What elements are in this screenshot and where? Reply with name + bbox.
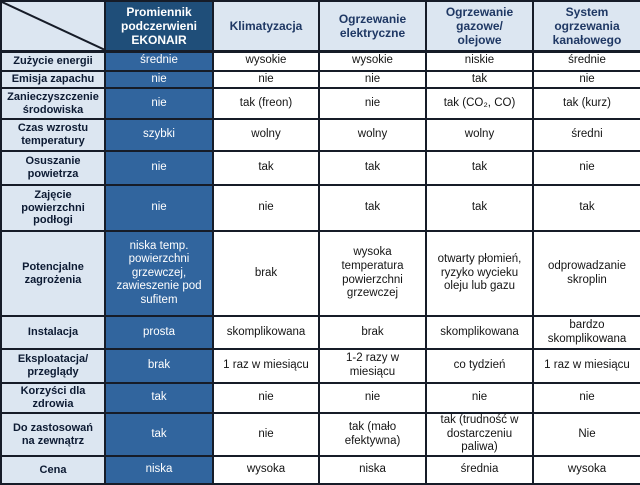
cell-value: tak — [318, 150, 427, 186]
cell-value: nie — [104, 150, 214, 186]
cell-value: co tydzień — [425, 348, 534, 384]
table-row: Emisja zapachu nie nie nie tak nie — [0, 70, 640, 89]
cell-value: tak — [425, 70, 534, 89]
cell-value: tak — [212, 150, 320, 186]
cell-value: tak — [532, 184, 640, 232]
cell-value: tak (CO₂, CO) — [425, 87, 534, 120]
row-label: Osuszanie powietrza — [0, 150, 106, 186]
cell-value: średnie — [104, 50, 214, 72]
row-label: Zajęcie powierzchni podłogi — [0, 184, 106, 232]
table-row: Potencjalne zagrożenia niska temp. powier… — [0, 230, 640, 317]
cell-value: brak — [212, 230, 320, 317]
table-body: Zużycie energii średnie wysokie wysokie nisk… — [0, 50, 640, 485]
cell-value: tak — [318, 184, 427, 232]
cell-value: nie — [532, 150, 640, 186]
table-row: Zanieczyszczenie środowiska nie tak (freon… — [0, 87, 640, 120]
cell-value: wysoka — [212, 455, 320, 485]
table-row: Czas wzrostu temperatury szybki wolny wolny… — [0, 118, 640, 152]
cell-value: tak — [425, 184, 534, 232]
corner-cell — [0, 0, 106, 53]
table-row: Do zastosowań na zewnątrz tak nie tak (mało… — [0, 412, 640, 457]
column-header-2: Klimatyzacja — [212, 0, 320, 53]
column-header-5: System ogrzewania kanałowego — [532, 0, 640, 53]
cell-value: otwarty płomień, ryzyko wycieku oleju lu… — [425, 230, 534, 317]
cell-value: nie — [104, 184, 214, 232]
cell-value: nie — [532, 382, 640, 414]
cell-value: wysoka temperatura powierzchni grzewczej — [318, 230, 427, 317]
cell-value: średni — [532, 118, 640, 152]
cell-value: 1-2 razy w miesiącu — [318, 348, 427, 384]
table-row: Instalacja prosta skomplikowana brak skompli… — [0, 315, 640, 350]
cell-value: niskie — [425, 50, 534, 72]
cell-value: wysokie — [212, 50, 320, 72]
header-row: Promiennik podczerwieni EKONAIR Klimatyza… — [0, 0, 640, 53]
cell-value: wolny — [212, 118, 320, 152]
table-row: Korzyści dla zdrowia tak nie nie nie nie — [0, 382, 640, 414]
cell-value: nie — [212, 184, 320, 232]
cell-value: 1 raz w miesiącu — [212, 348, 320, 384]
cell-value: nie — [318, 87, 427, 120]
cell-value: 1 raz w miesiącu — [532, 348, 640, 384]
row-label: Czas wzrostu temperatury — [0, 118, 106, 152]
diagonal-line-icon — [2, 2, 104, 50]
cell-value: brak — [318, 315, 427, 350]
row-label: Instalacja — [0, 315, 106, 350]
cell-value: średnia — [425, 455, 534, 485]
cell-value: niska — [318, 455, 427, 485]
row-label: Eksploatacja/ przeglądy — [0, 348, 106, 384]
cell-value: szybki — [104, 118, 214, 152]
cell-value: skomplikowana — [425, 315, 534, 350]
cell-value: odprowadzanie skroplin — [532, 230, 640, 317]
cell-value: skomplikowana — [212, 315, 320, 350]
table-row: Osuszanie powietrza nie tak tak tak nie — [0, 150, 640, 186]
cell-value: tak (freon) — [212, 87, 320, 120]
cell-value: nie — [425, 382, 534, 414]
column-header-1: Promiennik podczerwieni EKONAIR — [104, 0, 214, 53]
cell-value: nie — [532, 70, 640, 89]
cell-value: średnie — [532, 50, 640, 72]
column-header-3: Ogrzewanie elektryczne — [318, 0, 427, 53]
table-row: Zajęcie powierzchni podłogi nie nie tak tak t… — [0, 184, 640, 232]
cell-value: nie — [212, 412, 320, 457]
cell-value: tak (trudność w dostarczeniu paliwa) — [425, 412, 534, 457]
cell-value: nie — [212, 382, 320, 414]
cell-value: nie — [212, 70, 320, 89]
cell-value: niska temp. powierzchni grzewczej, zawie… — [104, 230, 214, 317]
column-header-4: Ogrzewanie gazowe/ olejowe — [425, 0, 534, 53]
row-label: Emisja zapachu — [0, 70, 106, 89]
row-label: Potencjalne zagrożenia — [0, 230, 106, 317]
cell-value: wolny — [425, 118, 534, 152]
cell-value: Nie — [532, 412, 640, 457]
cell-value: tak (kurz) — [532, 87, 640, 120]
row-label: Zanieczyszczenie środowiska — [0, 87, 106, 120]
cell-value: brak — [104, 348, 214, 384]
cell-value: nie — [104, 70, 214, 89]
cell-value: wolny — [318, 118, 427, 152]
row-label: Korzyści dla zdrowia — [0, 382, 106, 414]
cell-value: niska — [104, 455, 214, 485]
cell-value: nie — [104, 87, 214, 120]
cell-value: prosta — [104, 315, 214, 350]
table-row: Zużycie energii średnie wysokie wysokie nisk… — [0, 50, 640, 72]
table-row: Cena niska wysoka niska średnia wysoka — [0, 455, 640, 485]
cell-value: wysoka — [532, 455, 640, 485]
cell-value: tak — [104, 382, 214, 414]
cell-value: tak — [425, 150, 534, 186]
cell-value: nie — [318, 382, 427, 414]
cell-value: bardzo skomplikowana — [532, 315, 640, 350]
row-label: Zużycie energii — [0, 50, 106, 72]
row-label: Cena — [0, 455, 106, 485]
table-row: Eksploatacja/ przeglądy brak 1 raz w miesi… — [0, 348, 640, 384]
row-label: Do zastosowań na zewnątrz — [0, 412, 106, 457]
cell-value: wysokie — [318, 50, 427, 72]
cell-value: tak — [104, 412, 214, 457]
cell-value: nie — [318, 70, 427, 89]
cell-value: tak (mało efektywna) — [318, 412, 427, 457]
